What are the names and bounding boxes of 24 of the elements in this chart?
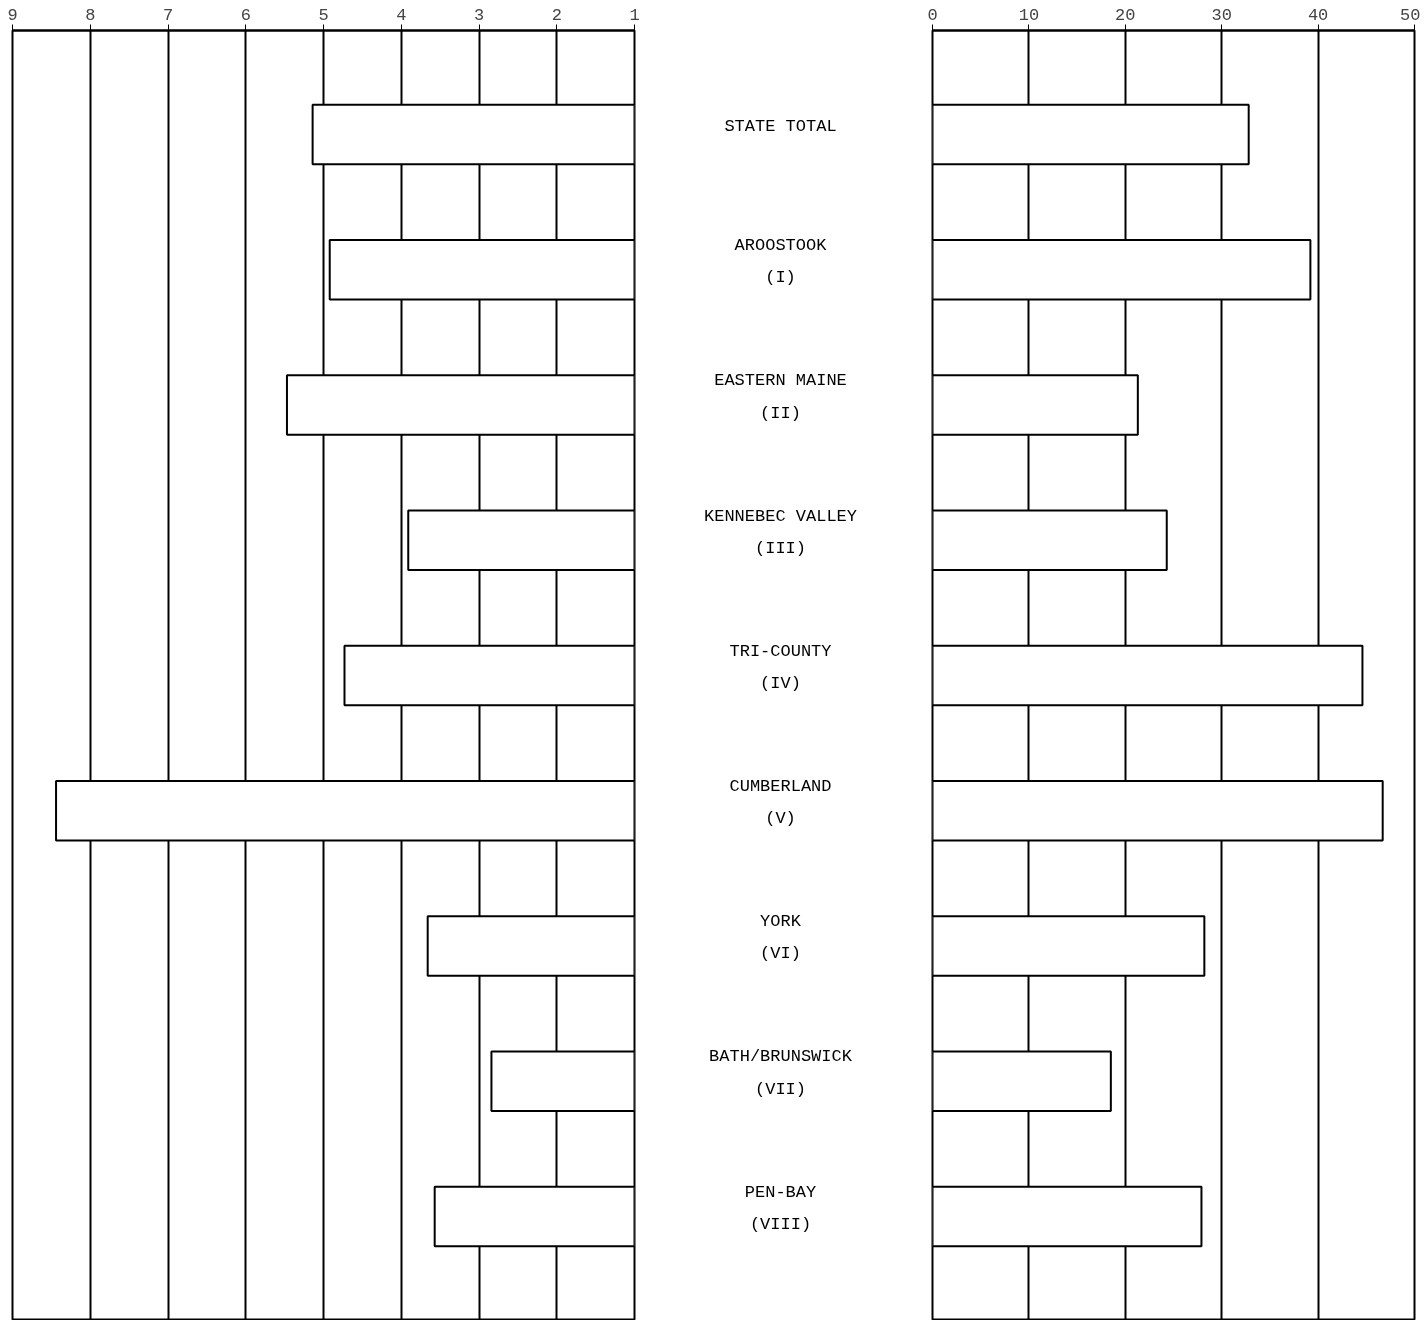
x-tick-label: 10: [1018, 5, 1040, 25]
x-tick-label: 1: [629, 5, 640, 25]
x-tick-label: 30: [1211, 5, 1232, 25]
y-tick-label: YORK (VI): [760, 912, 802, 964]
y-tick-label: AROOSTOOK (I): [734, 236, 828, 288]
x-tick-label: 6: [240, 5, 251, 25]
y-tick-label: CUMBERLAND (V): [729, 776, 832, 829]
x-tick-label: 3: [473, 5, 485, 25]
x-tick-label: 8: [85, 5, 96, 25]
y-tick-label: PEN-BAY (VIII): [744, 1182, 817, 1234]
x-tick-label: 9: [7, 5, 18, 25]
x-tick-label: 2: [551, 5, 562, 25]
y-tick-label: KENNEBEC VALLEY (III): [703, 506, 858, 558]
x-tick-label: 40: [1307, 5, 1329, 25]
x-tick-label: 4: [396, 5, 407, 25]
y-tick-label: EASTERN MAINE (II): [714, 371, 847, 423]
y-tick-label: STATE TOTAL: [724, 117, 837, 137]
y-tick-label: TRI-COUNTY (IV): [729, 641, 832, 694]
x-tick-label: 7: [162, 5, 174, 25]
x-tick-label: 0: [927, 5, 938, 25]
y-tick-label: BATH/BRUNSWICK (VII): [709, 1047, 853, 1099]
x-tick-label: 5: [318, 5, 329, 25]
x-tick-label: 50: [1400, 5, 1421, 25]
x-tick-label: 20: [1115, 5, 1136, 25]
